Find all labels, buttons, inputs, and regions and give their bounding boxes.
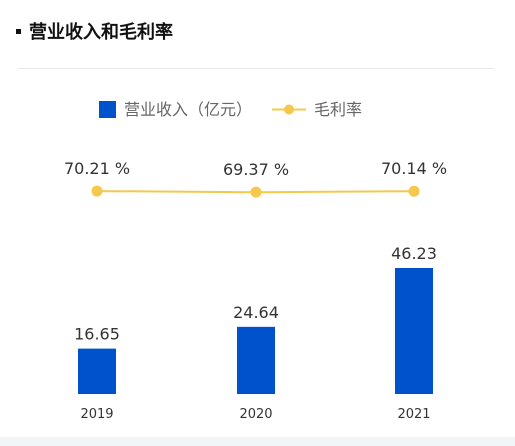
line-value-label: 69.37 % — [223, 160, 289, 179]
line-point — [408, 185, 420, 197]
legend-line-marker — [284, 104, 294, 115]
legend-bar-label: 营业收入（亿元） — [124, 100, 252, 119]
bar — [237, 326, 275, 394]
legend-bar-swatch — [99, 101, 116, 118]
legend: 营业收入（亿元） 毛利率 — [99, 100, 362, 119]
line-value-label: 70.14 % — [381, 159, 447, 178]
page-title: 营业收入和毛利率 — [29, 22, 173, 43]
bottom-divider — [0, 437, 515, 446]
bar — [395, 268, 433, 394]
x-tick-label: 2021 — [397, 407, 430, 422]
chart-header: 营业收入和毛利率 — [16, 18, 173, 44]
chart-marks: 16.65 24.64 46.23 2019 2020 2021 70.21 % 69.37 … — [64, 159, 447, 422]
legend-line-label: 毛利率 — [314, 100, 362, 119]
line-point — [250, 186, 262, 198]
header-divider — [18, 68, 494, 69]
x-tick-label: 2019 — [80, 407, 113, 422]
bar-value-label: 16.65 — [74, 325, 120, 344]
bar-value-label: 24.64 — [233, 303, 279, 322]
line-value-label: 70.21 % — [64, 159, 130, 178]
bar-value-label: 46.23 — [391, 244, 437, 263]
header-marker — [16, 28, 21, 34]
x-tick-label: 2020 — [239, 407, 272, 422]
bar — [78, 348, 116, 394]
line-point — [91, 185, 103, 197]
